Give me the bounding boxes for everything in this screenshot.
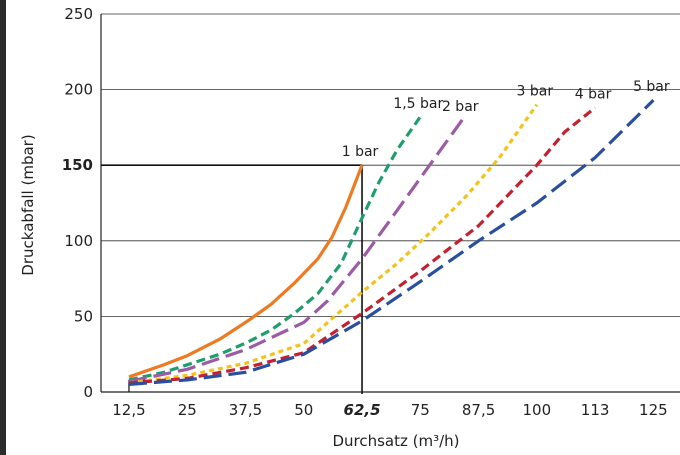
x-tick-label-12,5: 12,5 [112, 401, 145, 419]
series-line-6 [128, 99, 655, 386]
series-label-3: 2 bar [442, 99, 479, 115]
series-line-1 [128, 164, 364, 379]
x-tick-label-25: 25 [178, 401, 197, 419]
series-line-5 [128, 106, 597, 385]
y-tick-label-200: 200 [64, 81, 93, 99]
x-tick-label-100: 100 [523, 401, 552, 419]
series-label-2: 1,5 bar [393, 96, 443, 112]
y-tick-label-0: 0 [83, 383, 93, 401]
reference-lines [101, 164, 363, 394]
y-tick-label-250: 250 [64, 5, 93, 23]
grid-layer [100, 13, 680, 393]
x-tick-label-113: 113 [581, 401, 610, 419]
y-tick-label-150: 150 [62, 156, 93, 174]
series-line-2 [128, 115, 422, 382]
x-tick-label-87,5: 87,5 [462, 401, 495, 419]
y-tick-label-50: 50 [74, 307, 93, 325]
series-label-1: 1 bar [342, 144, 379, 160]
x-tick-label-125: 125 [639, 401, 668, 419]
series-line-3 [128, 118, 464, 383]
tick-labels: 0 50 100 150 200 250 12,5 25 37,5 50 62,5 75 87,5 100… [62, 5, 668, 419]
x-tick-label-50: 50 [294, 401, 313, 419]
series-label-5: 4 bar [575, 87, 612, 103]
x-tick-label-37,5: 37,5 [229, 401, 262, 419]
series-label-6: 5 bar [633, 79, 670, 95]
x-tick-label-75: 75 [411, 401, 430, 419]
y-axis-label: Druckabfall (mbar) [19, 134, 37, 275]
series-line-4 [128, 103, 539, 385]
pressure-drop-chart: 0 50 100 150 200 250 12,5 25 37,5 50 62,5 75 87,5 100… [19, 5, 680, 450]
series-layer [128, 99, 655, 386]
series-label-4: 3 bar [517, 84, 554, 100]
x-axis-label: Durchsatz (m³/h) [332, 432, 459, 450]
y-tick-label-100: 100 [64, 232, 93, 250]
x-tick-label-62,5: 62,5 [344, 401, 381, 419]
